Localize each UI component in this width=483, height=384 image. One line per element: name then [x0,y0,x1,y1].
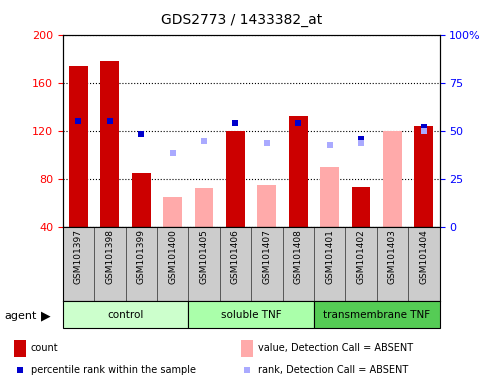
Text: GSM101398: GSM101398 [105,229,114,284]
Text: GSM101408: GSM101408 [294,229,303,284]
Bar [257,185,276,227]
Text: GSM101405: GSM101405 [199,229,209,284]
Bar [14,340,26,357]
Bar [320,167,339,227]
Text: GSM101406: GSM101406 [231,229,240,284]
Text: ▶: ▶ [41,309,51,322]
Text: count: count [30,343,58,353]
Text: GSM101404: GSM101404 [419,229,428,283]
Text: transmembrane TNF: transmembrane TNF [323,310,430,320]
Bar [289,116,308,227]
Bar [352,187,370,227]
Text: GSM101397: GSM101397 [74,229,83,284]
Text: GSM101402: GSM101402 [356,229,366,283]
Bar [383,131,402,227]
Bar [414,126,433,227]
Bar [163,197,182,227]
Text: agent: agent [5,311,37,321]
Bar [188,301,314,328]
Text: GSM101399: GSM101399 [137,229,146,284]
Text: control: control [107,310,144,320]
Bar [226,131,245,227]
Bar [132,172,151,227]
Bar [69,66,88,227]
Text: percentile rank within the sample: percentile rank within the sample [30,366,196,376]
Text: soluble TNF: soluble TNF [221,310,282,320]
Bar [63,301,188,328]
Bar [195,188,213,227]
Bar [242,340,253,357]
Bar [100,61,119,227]
Bar [314,301,440,328]
Text: value, Detection Call = ABSENT: value, Detection Call = ABSENT [258,343,413,353]
Text: GSM101401: GSM101401 [325,229,334,284]
Text: rank, Detection Call = ABSENT: rank, Detection Call = ABSENT [258,366,408,376]
Text: GSM101400: GSM101400 [168,229,177,284]
Text: GDS2773 / 1433382_at: GDS2773 / 1433382_at [161,13,322,27]
Text: GSM101403: GSM101403 [388,229,397,284]
Text: GSM101407: GSM101407 [262,229,271,284]
